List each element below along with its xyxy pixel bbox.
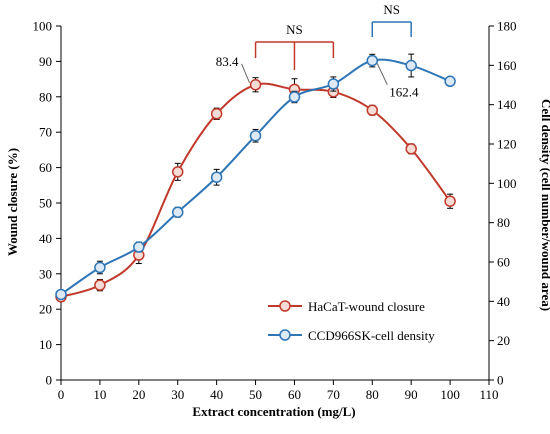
series-layer bbox=[55, 53, 456, 303]
x-axis-title: Extract concentration (mg/L) bbox=[192, 404, 355, 419]
value-annotation: 162.4 bbox=[389, 85, 419, 100]
data-point bbox=[444, 75, 456, 88]
data-point bbox=[210, 171, 223, 183]
y-left-tick-label: 80 bbox=[39, 89, 52, 104]
x-tick-label: 30 bbox=[171, 387, 184, 402]
x-tick-label: 10 bbox=[93, 387, 106, 402]
significance-label: NS bbox=[286, 22, 303, 37]
y-left-tick-label: 90 bbox=[39, 54, 52, 69]
x-tick-label: 80 bbox=[366, 387, 379, 402]
data-point bbox=[55, 288, 67, 301]
data-point bbox=[171, 166, 184, 178]
data-point bbox=[288, 91, 301, 103]
data-point bbox=[133, 241, 145, 253]
data-point bbox=[171, 206, 184, 218]
series-line bbox=[60, 82, 451, 298]
x-tick-label: 100 bbox=[440, 387, 460, 402]
data-point bbox=[366, 104, 379, 117]
y-right-tick-label: 120 bbox=[497, 137, 517, 152]
y-axis-right-title: Cell density (cell number/wound area) bbox=[539, 99, 550, 311]
legend-marker bbox=[279, 300, 291, 312]
data-point bbox=[366, 54, 379, 67]
annotation-layer: 83.4 162.4 NS NS bbox=[216, 2, 419, 100]
legend-label: CCD966SK-cell density bbox=[308, 328, 435, 343]
data-point bbox=[94, 261, 106, 274]
y-left-tick-label: 40 bbox=[39, 231, 52, 246]
legend: HaCaT-wound closure CCD966SK-cell density bbox=[268, 299, 435, 343]
y-right-tick-label: 20 bbox=[497, 333, 510, 348]
data-point bbox=[94, 279, 106, 291]
y-right-tick-label: 160 bbox=[497, 58, 517, 73]
axes-layer: 0 10 20 30 40 50 60 70 80 90 100 110010203040506070… bbox=[33, 19, 517, 403]
y-right-tick-label: 60 bbox=[497, 255, 510, 270]
y-right-tick-label: 140 bbox=[497, 97, 517, 112]
data-point bbox=[210, 108, 223, 120]
data-point bbox=[405, 143, 417, 155]
y-right-tick-label: 0 bbox=[497, 373, 504, 388]
y-left-tick-label: 70 bbox=[39, 125, 52, 140]
y-axis-left-title: Wound closure (%) bbox=[5, 148, 20, 256]
y-right-tick-label: 180 bbox=[497, 19, 517, 34]
x-tick-label: 70 bbox=[327, 387, 340, 402]
annotation-leader bbox=[241, 63, 251, 83]
data-point bbox=[249, 79, 262, 91]
value-annotation: 83.4 bbox=[216, 54, 239, 69]
x-tick-label: 60 bbox=[288, 387, 301, 402]
y-left-tick-label: 10 bbox=[39, 337, 52, 352]
data-point bbox=[405, 59, 417, 72]
y-left-tick-label: 50 bbox=[39, 196, 52, 211]
y-right-tick-label: 80 bbox=[497, 215, 510, 230]
y-left-tick-label: 30 bbox=[39, 266, 52, 281]
y-left-tick-label: 0 bbox=[46, 373, 53, 388]
significance-label: NS bbox=[383, 2, 400, 17]
x-tick-label: 50 bbox=[249, 387, 262, 402]
x-tick-label: 40 bbox=[210, 387, 223, 402]
y-left-tick-label: 20 bbox=[39, 302, 52, 317]
x-tick-label: 110 bbox=[479, 387, 498, 402]
x-tick-label: 0 bbox=[58, 387, 65, 402]
y-right-tick-label: 100 bbox=[497, 176, 517, 191]
series-1 bbox=[55, 77, 456, 303]
x-tick-label: 20 bbox=[132, 387, 145, 402]
y-right-tick-label: 40 bbox=[497, 294, 510, 309]
data-point bbox=[444, 195, 456, 207]
y-left-tick-label: 60 bbox=[39, 160, 52, 175]
legend-marker bbox=[279, 329, 291, 341]
x-tick-label: 90 bbox=[405, 387, 418, 402]
y-left-tick-label: 100 bbox=[33, 19, 53, 34]
data-point bbox=[327, 78, 340, 90]
series-2 bbox=[55, 53, 456, 301]
legend-label: HaCaT-wound closure bbox=[308, 299, 425, 314]
annotation-leader bbox=[376, 63, 388, 85]
data-point bbox=[249, 129, 262, 142]
